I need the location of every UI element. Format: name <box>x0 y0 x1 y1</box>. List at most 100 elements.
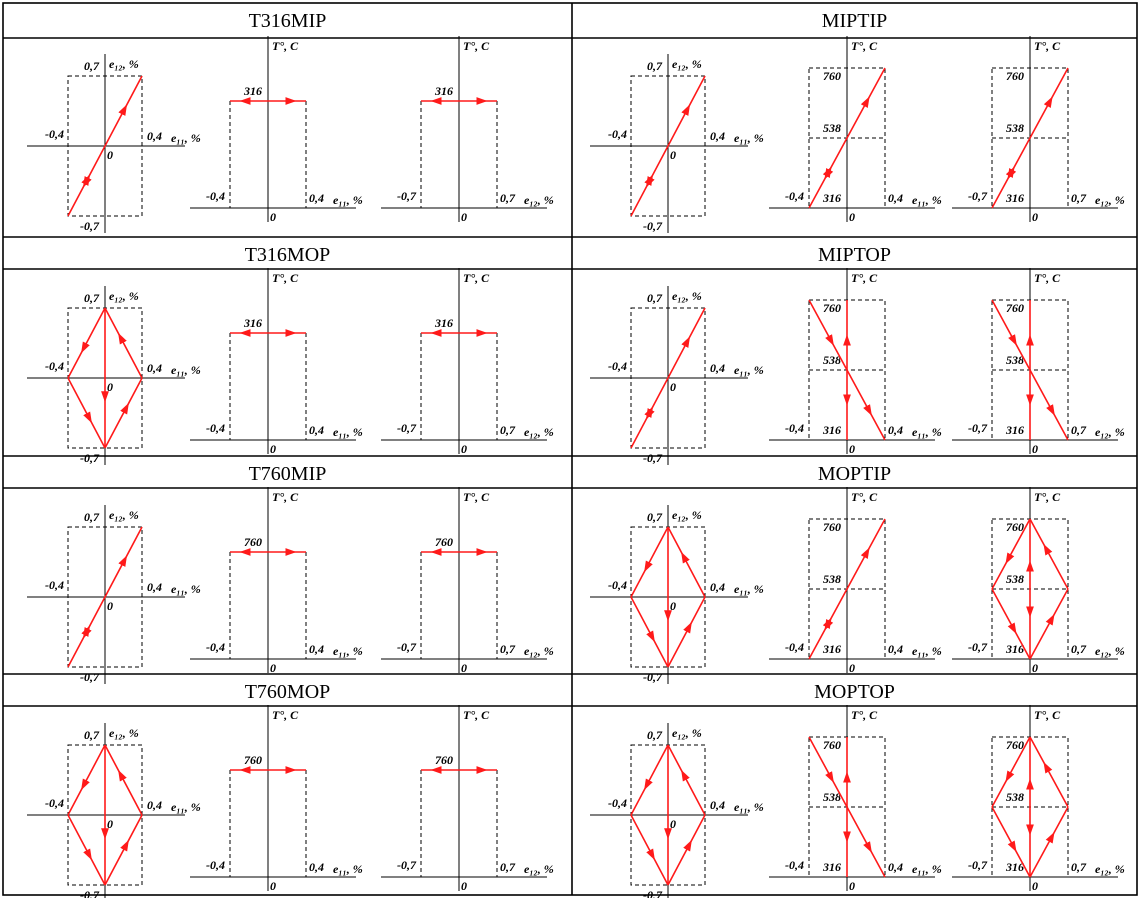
origin-label: 0 <box>107 817 113 831</box>
e11-axis-label: e₁₁, % <box>734 582 764 596</box>
strain-axis-label: e₁₁, % <box>333 425 363 439</box>
temperature-value-label: 316 <box>243 316 262 330</box>
origin-label: 0 <box>849 210 855 224</box>
load-path-segment <box>991 67 1069 209</box>
panel-temperature-e11: T°, C 0 -0,4 0,4 e₁₁, % 760 538 316 <box>769 36 942 224</box>
origin-label: 0 <box>461 879 467 893</box>
temp-mid-label: 538 <box>1006 353 1024 367</box>
panel-temperature-e11: T°, C 0 -0,4 0,4 e₁₁, % 760 538 316 <box>769 487 942 675</box>
ymax-tick-label: 0,7 <box>84 59 100 73</box>
xmax-tick-label: 0,4 <box>147 129 162 143</box>
temperature-axis-label: T°, C <box>1034 490 1061 504</box>
ymin-tick-label: -0,7 <box>643 219 663 233</box>
strain-axis-label: e₁₂, % <box>524 425 554 439</box>
panel-strain: e₁₂, % 0,7 0,4 e₁₁, % -0,4 -0,7 0 <box>590 505 764 684</box>
strain-axis-label: e₁₂, % <box>1095 862 1125 876</box>
path-arrow <box>1045 613 1055 626</box>
load-path-segment <box>67 744 106 816</box>
xmax-tick-label: 0,4 <box>710 129 725 143</box>
temp-mid-label: 538 <box>823 353 841 367</box>
origin-label: 0 <box>107 380 113 394</box>
path-arrow <box>863 841 872 853</box>
origin-label: 0 <box>670 380 676 394</box>
temperature-axis-label: T°, C <box>272 708 299 722</box>
xmin-tick-label: -0,4 <box>608 578 627 592</box>
ymax-tick-label: 0,7 <box>84 728 100 742</box>
path-arrow <box>825 334 834 346</box>
origin-label: 0 <box>1032 210 1038 224</box>
temp-min-label: 316 <box>822 860 841 874</box>
xmax-tick-label: 0,7 <box>500 191 516 205</box>
path-arrow <box>118 104 128 117</box>
path-arrow <box>644 560 653 573</box>
path-arrow <box>824 167 834 180</box>
cell-miptip: MIPTIP e₁₂, % 0,7 0,4 e₁₁, % -0,4 -0,7 0 T°, C 0 -… <box>590 10 1125 233</box>
path-arrow <box>83 848 92 861</box>
xmax-tick-label: 0,7 <box>500 860 516 874</box>
xmax-tick-label: 0,7 <box>1071 860 1087 874</box>
origin-label: 0 <box>1032 661 1038 675</box>
temperature-axis-label: T°, C <box>1034 39 1061 53</box>
load-path-segment <box>67 377 106 449</box>
ymin-tick-label: -0,7 <box>80 219 100 233</box>
temperature-axis-label: T°, C <box>463 708 490 722</box>
xmax-tick-label: 0,4 <box>888 860 903 874</box>
load-path-segment <box>630 744 669 816</box>
strain-axis-label: e₁₁, % <box>333 193 363 207</box>
strain-axis-label: e₁₁, % <box>912 862 942 876</box>
e12-axis-label: e₁₂, % <box>672 57 702 71</box>
origin-label: 0 <box>461 442 467 456</box>
path-arrow <box>646 630 655 643</box>
xmin-tick-label: -0,4 <box>608 359 627 373</box>
load-path-segment <box>630 596 669 668</box>
xmin-tick-label: -0,4 <box>785 421 804 435</box>
panel-temperature-e11: T°, C 0 -0,4 0,4 e₁₁, % 316 <box>190 268 363 456</box>
path-arrow <box>120 839 129 852</box>
path-arrow <box>120 402 129 415</box>
xmin-tick-label: -0,7 <box>397 189 417 203</box>
load-path-segment <box>67 814 106 886</box>
temperature-axis-label: T°, C <box>463 39 490 53</box>
load-path-segment <box>67 526 143 668</box>
strain-axis-label: e₁₁, % <box>912 425 942 439</box>
xmin-tick-label: -0,7 <box>397 421 417 435</box>
path-arrow <box>81 778 90 791</box>
e12-axis-label: e₁₂, % <box>672 508 702 522</box>
path-arrow <box>645 175 655 188</box>
temperature-value-label: 316 <box>243 84 262 98</box>
panel-temperature-e12: T°, C 0 -0,7 0,7 e₁₂, % 760 <box>381 487 554 675</box>
strain-axis-label: e₁₂, % <box>524 193 554 207</box>
temp-max-label: 760 <box>823 520 841 534</box>
xmin-tick-label: -0,4 <box>45 796 64 810</box>
path-arrow <box>1005 770 1015 783</box>
path-arrow <box>1007 840 1017 853</box>
strain-axis-label: e₁₂, % <box>1095 425 1125 439</box>
case-title: T760MIP <box>249 463 327 485</box>
case-title: MOPTIP <box>818 463 891 485</box>
origin-label: 0 <box>670 148 676 162</box>
path-arrow <box>646 848 655 861</box>
case-title: MOPTOP <box>814 681 895 703</box>
temp-box <box>808 67 886 209</box>
origin-label: 0 <box>107 148 113 162</box>
panel-strain: e₁₂, % 0,7 0,4 e₁₁, % -0,4 -0,7 0 <box>27 505 201 684</box>
xmax-tick-label: 0,4 <box>710 361 725 375</box>
strain-axis-label: e₁₁, % <box>912 644 942 658</box>
xmax-tick-label: 0,4 <box>147 798 162 812</box>
ymin-tick-label: -0,7 <box>80 888 100 898</box>
ymax-tick-label: 0,7 <box>647 291 663 305</box>
panel-temperature-e11: T°, C 0 -0,4 0,4 e₁₁, % 316 <box>190 36 363 224</box>
temperature-value-label: 760 <box>244 535 262 549</box>
origin-label: 0 <box>670 599 676 613</box>
origin-label: 0 <box>461 661 467 675</box>
temperature-axis-label: T°, C <box>851 271 878 285</box>
load-path-segment <box>1029 518 1069 590</box>
xmax-tick-label: 0,7 <box>1071 642 1087 656</box>
temp-max-label: 760 <box>823 301 841 315</box>
xmin-tick-label: -0,4 <box>206 189 225 203</box>
path-arrow <box>860 547 870 560</box>
path-arrow <box>863 404 872 416</box>
temp-box <box>808 518 886 660</box>
temp-max-label: 760 <box>823 738 841 752</box>
temp-min-label: 316 <box>1005 860 1024 874</box>
